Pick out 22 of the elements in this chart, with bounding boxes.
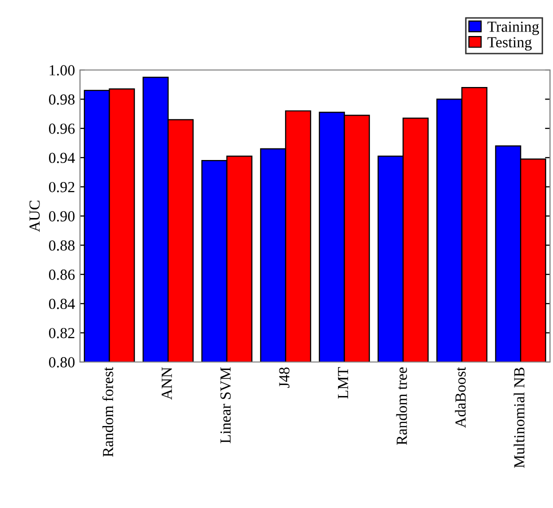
x-tick-label: Linear SVM xyxy=(220,367,231,444)
y-tick-label: 0.98 xyxy=(48,94,75,105)
x-tick-label: AdaBoost xyxy=(454,366,466,428)
x-tick-label: Random tree xyxy=(396,367,407,445)
y-tick-label: 0.90 xyxy=(48,211,75,222)
y-tick-label: 0.94 xyxy=(48,152,75,164)
legend-label: Training xyxy=(488,22,540,36)
y-tick-label: 0.86 xyxy=(48,270,75,280)
y-tick-label: 0.84 xyxy=(48,298,75,310)
y-tick-label: 1.00 xyxy=(50,65,75,76)
y-tick-label: 0.80 xyxy=(48,357,75,368)
legend-label: Testing xyxy=(488,37,532,51)
x-tick-label: LMT xyxy=(338,367,348,399)
y-tick-label: 0.88 xyxy=(48,240,75,251)
x-tick-label: Multinomial NB xyxy=(514,368,524,468)
y-axis-title: AUC xyxy=(29,200,40,232)
x-tick-label: J48 xyxy=(279,367,290,388)
x-tick-label: Random forest xyxy=(102,366,114,457)
y-tick-label: 0.82 xyxy=(48,328,74,338)
y-tick-label: 0.96 xyxy=(48,124,75,134)
x-tick-label: ANN xyxy=(162,367,172,400)
y-tick-label: 0.92 xyxy=(48,182,74,192)
